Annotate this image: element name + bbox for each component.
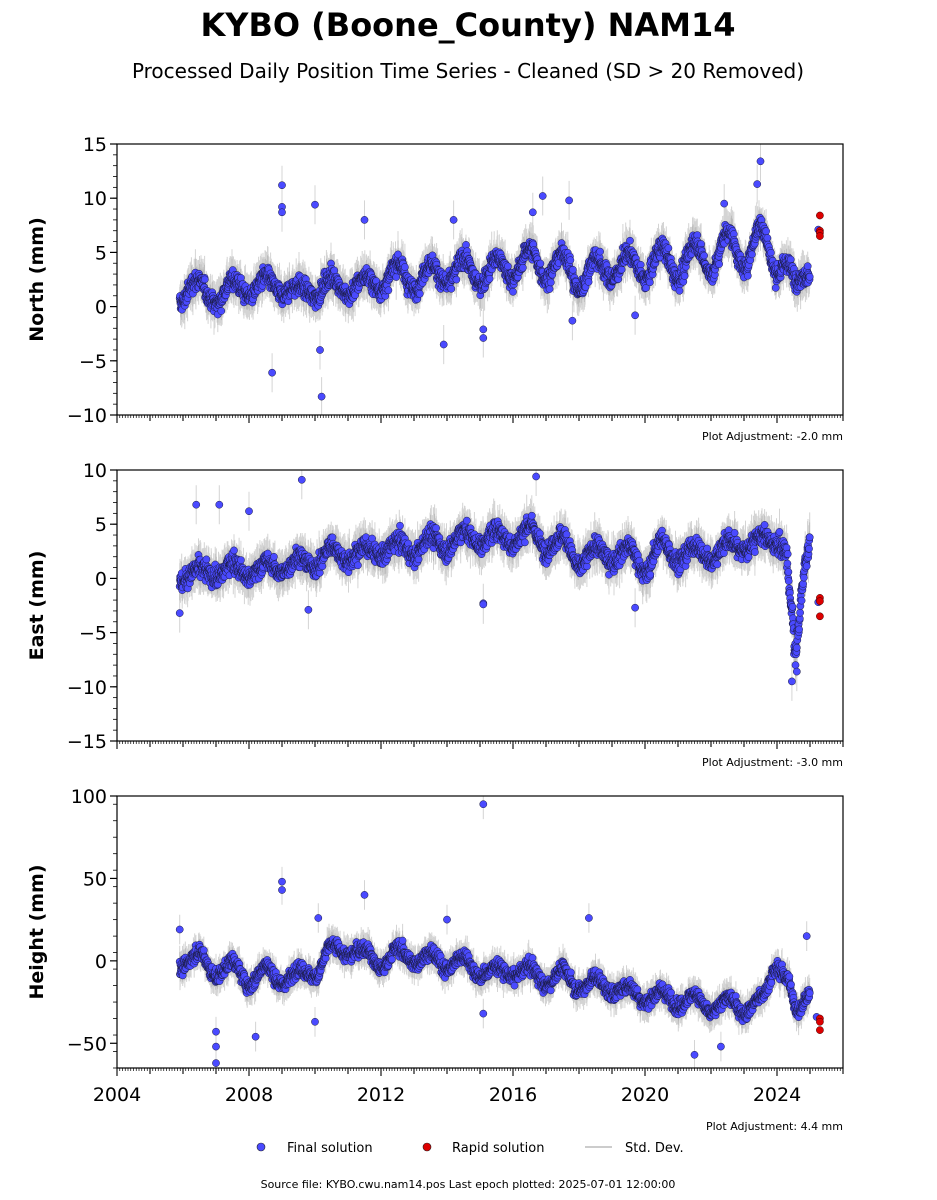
data-point	[354, 561, 362, 570]
data-point	[452, 275, 461, 284]
data-point	[401, 263, 409, 271]
data-point	[805, 272, 814, 281]
data-point	[700, 251, 708, 260]
data-point	[546, 278, 555, 287]
data-point-outlier	[479, 334, 488, 342]
data-point	[230, 546, 238, 555]
data-point	[485, 274, 494, 283]
data-point	[414, 555, 423, 564]
data-point	[569, 265, 577, 274]
data-point	[521, 538, 529, 547]
data-point	[566, 256, 575, 265]
data-point	[617, 265, 626, 274]
data-point	[527, 511, 536, 520]
data-point	[415, 289, 424, 298]
data-point	[743, 271, 752, 280]
data-point	[462, 516, 471, 525]
data-point	[462, 241, 470, 249]
data-point	[396, 521, 404, 530]
data-point	[447, 284, 456, 293]
y-axis-label: North (mm)	[26, 217, 48, 342]
data-point	[715, 260, 723, 268]
data-point-outlier	[568, 316, 577, 325]
y-tick-label: 10	[83, 188, 107, 210]
data-point	[626, 236, 634, 245]
data-point	[786, 255, 795, 264]
data-point-outlier	[316, 346, 324, 354]
data-point	[767, 248, 775, 257]
data-point-outlier	[720, 199, 729, 208]
data-point	[504, 262, 512, 271]
data-point-outlier	[278, 181, 286, 190]
figure-subtitle: Processed Daily Position Time Series - C…	[132, 59, 804, 83]
data-point	[762, 227, 770, 236]
y-tick-label: 0	[95, 297, 107, 319]
data-point	[771, 284, 780, 292]
rapid-point	[816, 211, 824, 220]
data-point	[596, 247, 604, 256]
data-point	[763, 234, 772, 242]
y-tick-label: −5	[79, 351, 107, 373]
data-point	[318, 562, 327, 571]
data-point-outlier	[756, 157, 765, 166]
data-point	[394, 250, 402, 259]
data-point-outlier	[479, 325, 488, 334]
data-point-outlier	[538, 192, 547, 200]
data-point	[270, 552, 278, 561]
y-tick-label: 15	[83, 134, 107, 156]
data-point-outlier	[317, 392, 326, 401]
data-point	[748, 250, 756, 259]
data-point	[237, 556, 245, 564]
data-point-outlier	[439, 340, 448, 349]
data-point	[803, 262, 812, 271]
data-point-outlier	[360, 216, 369, 224]
data-point-outlier	[278, 208, 286, 217]
data-point	[432, 524, 440, 532]
data-point	[646, 570, 655, 579]
data-point	[519, 263, 527, 272]
data-point	[200, 275, 209, 284]
data-point	[584, 278, 593, 286]
data-point	[664, 244, 673, 252]
y-tick-label: 5	[95, 242, 107, 264]
data-point-outlier	[528, 208, 537, 217]
y-tick-label: −10	[67, 405, 107, 427]
data-point	[645, 278, 654, 287]
data-point-outlier	[631, 311, 639, 320]
data-point	[328, 533, 337, 542]
data-point-outlier	[268, 368, 276, 377]
data-point	[202, 555, 211, 564]
rapid-point	[816, 232, 824, 240]
panels: −10 −5 0 5 10 15 North (mm) Plot Adjustment: -2…	[26, 134, 844, 1133]
data-point-outlier	[449, 216, 458, 224]
data-point	[536, 259, 545, 268]
data-point-outlier	[753, 180, 762, 188]
panel-1: −10 −5 0 5 10 15 North (mm) Plot Adjustment: -2…	[26, 134, 844, 443]
final-solution-points	[175, 157, 824, 401]
data-point	[509, 287, 517, 296]
plot-adjustment-note: Plot Adjustment: -2.0 mm	[702, 430, 843, 443]
data-point	[713, 560, 722, 569]
data-point	[384, 286, 393, 295]
data-point-outlier	[311, 200, 319, 209]
data-point	[680, 272, 689, 280]
data-point	[675, 286, 684, 295]
figure-title: KYBO (Boone_County) NAM14	[200, 6, 735, 44]
data-point	[562, 530, 571, 539]
data-point-outlier	[565, 196, 573, 205]
data-point	[545, 285, 554, 293]
data-point	[217, 307, 226, 315]
